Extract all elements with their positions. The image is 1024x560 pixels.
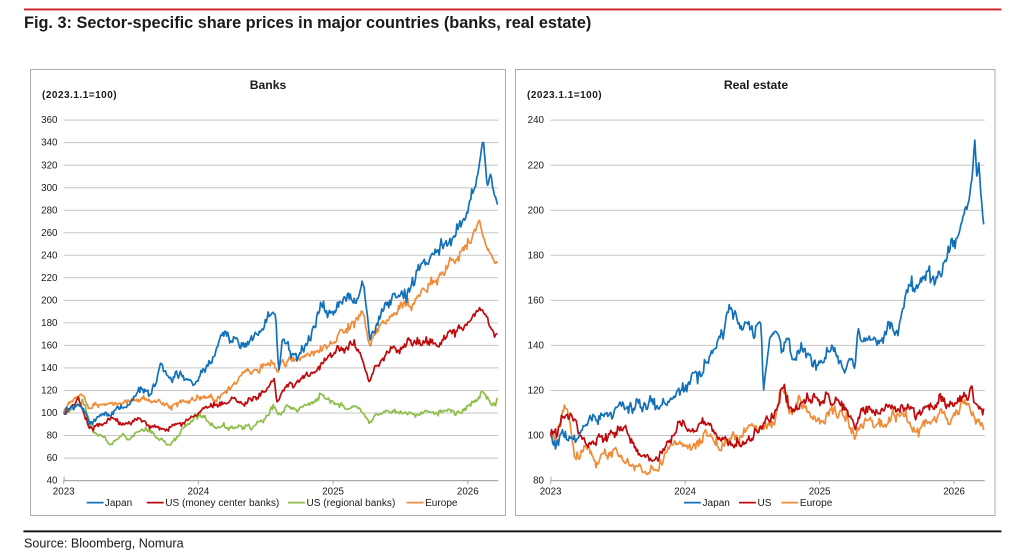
svg-text:180: 180 — [528, 250, 545, 261]
svg-text:Japan: Japan — [105, 498, 132, 509]
svg-text:Japan: Japan — [703, 498, 730, 509]
svg-text:80: 80 — [47, 431, 58, 442]
svg-text:180: 180 — [41, 318, 58, 329]
svg-text:(2023.1.1=100): (2023.1.1=100) — [42, 90, 117, 101]
svg-text:260: 260 — [41, 228, 58, 239]
svg-text:Europe: Europe — [425, 498, 458, 509]
svg-text:2026: 2026 — [943, 486, 965, 497]
svg-text:2025: 2025 — [809, 486, 831, 497]
svg-text:200: 200 — [41, 296, 58, 307]
svg-text:240: 240 — [41, 250, 58, 261]
svg-text:Source: Bloomberg, Nomura: Source: Bloomberg, Nomura — [24, 537, 184, 551]
svg-text:Europe: Europe — [800, 498, 833, 509]
svg-text:300: 300 — [41, 183, 58, 194]
svg-text:2026: 2026 — [457, 486, 479, 497]
svg-text:340: 340 — [41, 138, 58, 149]
svg-text:160: 160 — [41, 341, 58, 352]
svg-text:80: 80 — [533, 476, 544, 487]
svg-text:120: 120 — [528, 386, 545, 397]
svg-text:360: 360 — [41, 115, 58, 126]
svg-text:Banks: Banks — [250, 78, 287, 92]
svg-text:US: US — [758, 498, 772, 509]
svg-text:100: 100 — [528, 431, 545, 442]
svg-text:160: 160 — [528, 296, 545, 307]
svg-text:Real estate: Real estate — [724, 78, 789, 92]
svg-text:2023: 2023 — [540, 486, 562, 497]
svg-text:2024: 2024 — [188, 486, 210, 497]
svg-text:100: 100 — [41, 408, 58, 419]
svg-text:140: 140 — [528, 341, 545, 352]
svg-text:US (regional banks): US (regional banks) — [307, 498, 396, 509]
svg-text:240: 240 — [528, 115, 545, 126]
svg-text:US (money center banks): US (money center banks) — [165, 498, 279, 509]
svg-text:2025: 2025 — [322, 486, 344, 497]
svg-text:2023: 2023 — [53, 486, 75, 497]
svg-text:140: 140 — [41, 363, 58, 374]
svg-text:Fig. 3: Sector-specific share: Fig. 3: Sector-specific share prices in … — [24, 14, 591, 32]
svg-text:2024: 2024 — [674, 486, 696, 497]
svg-text:(2023.1.1=100): (2023.1.1=100) — [527, 90, 602, 101]
svg-text:280: 280 — [41, 205, 58, 216]
svg-text:220: 220 — [41, 273, 58, 284]
svg-text:220: 220 — [528, 160, 545, 171]
svg-text:40: 40 — [47, 476, 58, 487]
svg-text:320: 320 — [41, 160, 58, 171]
svg-text:60: 60 — [47, 453, 58, 464]
svg-text:120: 120 — [41, 386, 58, 397]
svg-text:200: 200 — [528, 205, 545, 216]
